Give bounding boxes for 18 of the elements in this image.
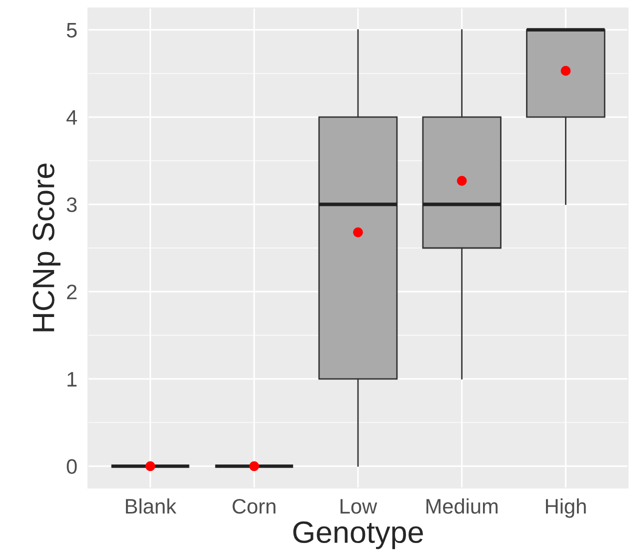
point <box>456 176 467 186</box>
x-axis-title: Genotype <box>293 521 423 550</box>
point <box>353 227 363 238</box>
x-tick-label: Blank <box>126 498 176 514</box>
y-tick-label: 5 <box>66 23 77 38</box>
point <box>249 461 260 472</box>
y-tick-label: 2 <box>67 284 77 300</box>
x-tick-label: Low <box>340 499 378 514</box>
y-tick-label: 0 <box>66 459 77 474</box>
y-tick-label: 1 <box>68 372 77 386</box>
y-axis-title: HCNp Score <box>32 164 60 332</box>
y-tick-label: 4 <box>66 110 77 125</box>
y-tick-label: 3 <box>66 197 77 212</box>
x-tick-label: Medium <box>426 498 498 514</box>
point <box>145 461 156 472</box>
x-tick-label: High <box>546 498 586 518</box>
point <box>560 66 571 76</box>
x-tick-label: Corn <box>232 498 276 514</box>
